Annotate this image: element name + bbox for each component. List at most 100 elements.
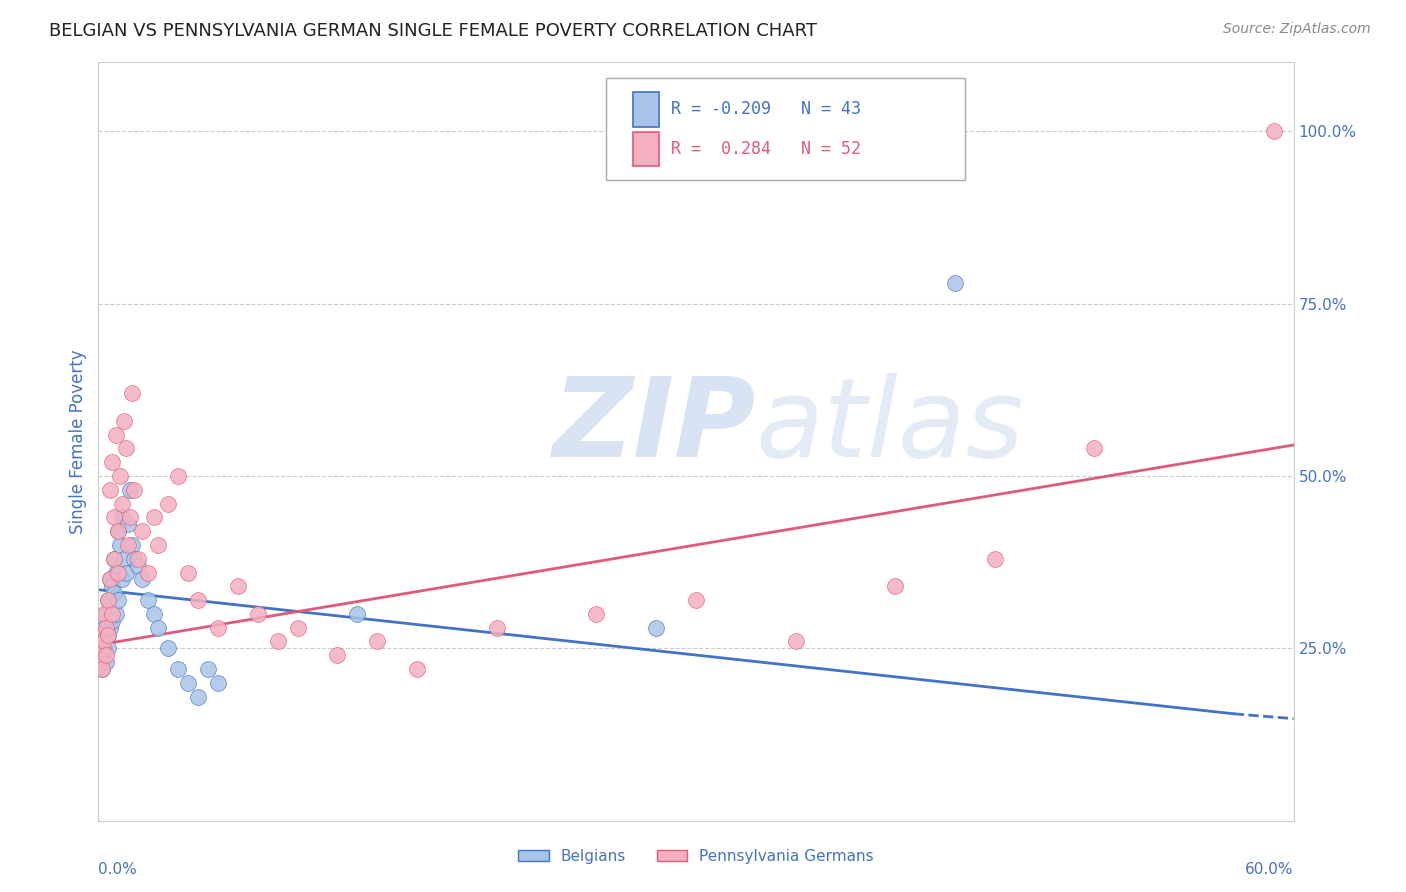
Point	[187, 593, 209, 607]
Point	[884, 579, 907, 593]
Point	[91, 662, 114, 676]
Point	[98, 483, 122, 497]
Point	[346, 607, 368, 621]
Point	[131, 524, 153, 538]
Point	[143, 510, 166, 524]
Point	[112, 414, 135, 428]
Point	[127, 558, 149, 573]
Point	[645, 621, 668, 635]
Point	[105, 607, 128, 621]
Point	[89, 648, 111, 663]
Point	[103, 551, 125, 566]
Point	[111, 510, 134, 524]
Point	[127, 551, 149, 566]
Point	[93, 607, 115, 621]
Point	[326, 648, 349, 663]
Point	[207, 675, 229, 690]
Point	[107, 566, 129, 580]
Point	[98, 621, 122, 635]
Point	[93, 641, 115, 656]
Text: BELGIAN VS PENNSYLVANIA GERMAN SINGLE FEMALE POVERTY CORRELATION CHART: BELGIAN VS PENNSYLVANIA GERMAN SINGLE FE…	[49, 22, 817, 40]
Point	[1263, 124, 1285, 138]
Point	[96, 607, 118, 621]
Point	[91, 662, 114, 676]
Point	[167, 662, 190, 676]
Point	[93, 621, 115, 635]
Point	[267, 634, 290, 648]
Point	[785, 634, 807, 648]
Point	[96, 655, 118, 669]
Point	[287, 621, 309, 635]
Y-axis label: Single Female Poverty: Single Female Poverty	[69, 350, 87, 533]
Point	[943, 276, 966, 290]
Point	[101, 579, 124, 593]
Point	[97, 627, 120, 641]
Point	[117, 538, 139, 552]
Point	[91, 641, 114, 656]
Point	[103, 586, 125, 600]
Point	[111, 497, 134, 511]
Point	[115, 442, 138, 456]
Point	[89, 627, 111, 641]
Point	[97, 641, 120, 656]
Point	[366, 634, 388, 648]
Point	[226, 579, 249, 593]
Point	[111, 573, 134, 587]
Point	[103, 510, 125, 524]
Point	[96, 621, 118, 635]
Point	[97, 593, 120, 607]
Point	[98, 573, 122, 587]
Point	[585, 607, 607, 621]
Point	[105, 427, 128, 442]
Point	[105, 566, 128, 580]
Point	[103, 551, 125, 566]
Point	[117, 517, 139, 532]
Point	[112, 551, 135, 566]
Point	[96, 648, 118, 663]
Point	[107, 524, 129, 538]
Point	[110, 469, 132, 483]
Point	[143, 607, 166, 621]
Point	[148, 538, 170, 552]
FancyBboxPatch shape	[633, 93, 659, 127]
Point	[485, 621, 508, 635]
Point	[246, 607, 269, 621]
Point	[115, 566, 138, 580]
Point	[177, 675, 200, 690]
FancyBboxPatch shape	[606, 78, 965, 180]
Point	[207, 621, 229, 635]
Point	[197, 662, 219, 676]
Text: 60.0%: 60.0%	[1246, 863, 1294, 878]
Text: 0.0%: 0.0%	[98, 863, 138, 878]
Point	[157, 497, 180, 511]
Point	[131, 573, 153, 587]
Point	[101, 607, 124, 621]
Point	[107, 593, 129, 607]
Point	[685, 593, 707, 607]
Text: R =  0.284   N = 52: R = 0.284 N = 52	[671, 140, 860, 158]
Point	[97, 627, 120, 641]
Point	[157, 641, 180, 656]
Point	[91, 634, 114, 648]
FancyBboxPatch shape	[633, 132, 659, 166]
Point	[136, 593, 159, 607]
Text: ZIP: ZIP	[553, 373, 756, 480]
Point	[97, 593, 120, 607]
Point	[121, 538, 143, 552]
Point	[124, 551, 146, 566]
Text: Source: ZipAtlas.com: Source: ZipAtlas.com	[1223, 22, 1371, 37]
Point	[110, 538, 132, 552]
Point	[167, 469, 190, 483]
Point	[89, 655, 111, 669]
Point	[984, 551, 1007, 566]
Point	[93, 634, 115, 648]
Point	[121, 386, 143, 401]
Point	[124, 483, 146, 497]
Point	[406, 662, 429, 676]
Point	[101, 614, 124, 628]
Point	[148, 621, 170, 635]
Text: R = -0.209   N = 43: R = -0.209 N = 43	[671, 101, 860, 119]
Point	[177, 566, 200, 580]
Point	[187, 690, 209, 704]
Point	[120, 510, 142, 524]
